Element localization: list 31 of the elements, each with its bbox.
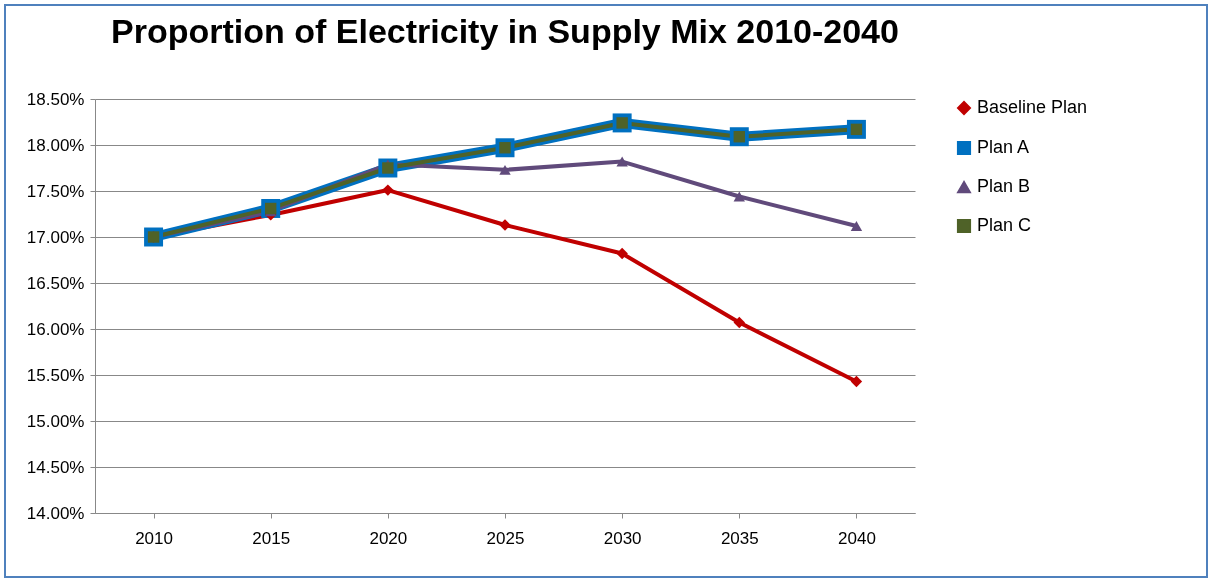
chart-title: Proportion of Electricity in Supply Mix 2010-2040	[111, 12, 899, 50]
y-tick-label: 14.50%	[26, 457, 85, 477]
y-tick-label: 18.00%	[26, 135, 85, 155]
point	[616, 247, 628, 260]
x-tick-label: 2035	[720, 528, 759, 548]
x-tick-label: 2015	[252, 528, 291, 548]
y-tick-label: 17.00%	[26, 227, 85, 247]
y-tick-label: 16.00%	[26, 319, 85, 339]
y-tick-label: 17.50%	[26, 181, 85, 201]
y-tick-label: 18.50%	[26, 89, 85, 109]
x-tick-label: 2010	[135, 528, 173, 548]
point	[382, 184, 394, 196]
point	[733, 316, 745, 329]
x-tick-label: 2020	[369, 528, 408, 548]
legend-label: Baseline Plan	[977, 97, 1088, 117]
point	[499, 219, 511, 231]
y-tick-label: 16.50%	[26, 273, 85, 293]
point	[850, 221, 863, 231]
point	[499, 164, 511, 175]
legend-label: Plan A	[977, 137, 1030, 157]
point	[733, 191, 745, 202]
x-tick-label: 2030	[603, 528, 642, 548]
x-tick-label: 2025	[486, 528, 525, 548]
point	[616, 156, 628, 167]
legend-label: Plan C	[977, 215, 1032, 235]
y-tick-label: 15.00%	[26, 411, 85, 431]
point	[850, 375, 863, 388]
y-tick-label: 14.00%	[26, 503, 85, 523]
x-tick-label: 2040	[838, 528, 876, 548]
legend-label: Plan B	[977, 176, 1031, 196]
y-tick-label: 15.50%	[26, 365, 85, 385]
